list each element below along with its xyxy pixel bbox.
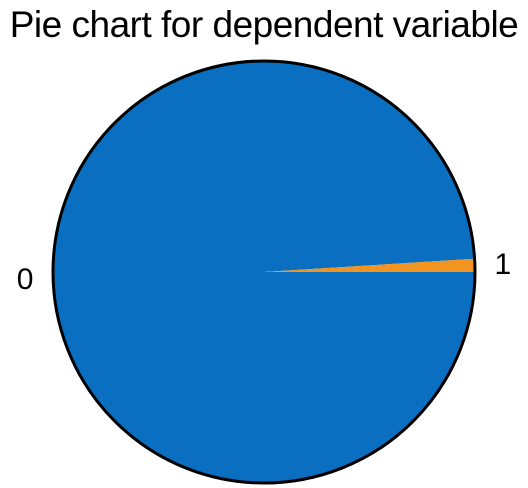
pie-slices [53, 61, 476, 484]
pie-slice-1 [264, 258, 475, 272]
chart-title: Pie chart for dependent variable [9, 4, 519, 45]
pie-label-0: 0 [17, 263, 34, 296]
pie-slice-0 [53, 61, 476, 484]
pie-label-1: 1 [495, 248, 512, 281]
pie-outline [51, 59, 477, 485]
